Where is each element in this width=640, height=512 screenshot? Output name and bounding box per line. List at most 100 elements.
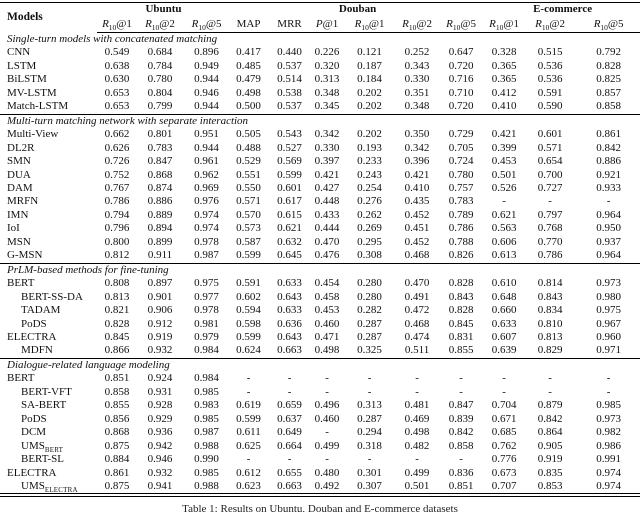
metric-value: 0.529 [236,155,261,168]
metric-value: 0.707 [491,479,517,492]
metric-value: 0.784 [147,59,173,72]
metric-value: 0.886 [596,155,621,168]
metric-value: 0.724 [448,155,474,168]
table-row: SMN 0.726 0.847 0.961 0.529 0.569 0.397 0.233 0.… [0,155,640,168]
metric-value: 0.350 [404,128,430,141]
metric-value: 0.397 [314,155,340,168]
section-header-row: Single-turn models with concatenated mat… [0,33,640,47]
metric-value: 0.243 [357,168,382,181]
metric-value: 0.435 [404,195,430,208]
metric-value: 0.810 [537,317,563,330]
metric-value: 0.343 [404,59,430,72]
metric-value: 0.845 [448,317,474,330]
metric-value: - [548,372,552,385]
metric-value: 0.729 [448,128,474,141]
metric-value: 0.976 [194,195,219,208]
metric-value: 0.637 [277,412,302,425]
table-row: Multi-View 0.662 0.801 0.951 0.505 0.543 0.342… [0,128,640,141]
metric-value: 0.611 [236,426,261,439]
metric-value: 0.499 [314,439,340,452]
metric-value: 0.630 [104,73,130,86]
model-name: BERT-VFT [21,385,72,398]
metric-value: 0.834 [537,304,563,317]
metric-value: 0.470 [314,235,340,248]
metric-value: 0.857 [596,86,621,99]
metric-value: 0.990 [194,453,219,466]
metric-value: - [606,385,611,398]
metric-value: 0.981 [194,317,219,330]
metric-value: 0.921 [596,168,621,181]
metric-value: 0.786 [104,195,130,208]
metric-value: 0.448 [314,195,340,208]
metric-value: 0.868 [147,168,173,181]
metric-value: 0.514 [277,73,302,86]
model-name: PoDS [21,317,47,330]
model-name: PoDS [21,412,47,425]
metric-value: 0.654 [537,155,563,168]
metric-value: 0.410 [404,181,430,194]
model-name: BERT [7,277,35,290]
metric-value: 0.866 [104,344,130,357]
metric-value: 0.911 [147,249,173,262]
metric-value: 0.928 [147,399,173,412]
model-name: MRFN [7,195,39,208]
model-name: LSTM [7,59,37,72]
metric-value: 0.187 [357,59,382,72]
metric-value: 0.469 [404,412,430,425]
metric-value: 0.330 [404,73,430,86]
metric-value: 0.500 [236,100,261,113]
table-row: DAM 0.767 0.874 0.969 0.550 0.601 0.427 0.254 0.… [0,182,640,195]
column-header-mrr: MRR [267,16,313,33]
metric-value: 0.488 [236,141,261,154]
model-name: DAM [7,181,33,194]
model-name: BERT-SS-DA [21,290,83,303]
metric-value: 0.792 [596,46,621,59]
metric-value: 0.280 [357,290,382,303]
column-header-r102: R10@2 [523,16,578,33]
metric-value: 0.536 [537,59,563,72]
metric-value: 0.842 [537,412,563,425]
table-row: G-MSN 0.812 0.911 0.987 0.599 0.645 0.476 0.308… [0,249,640,263]
metric-value: 0.886 [147,195,173,208]
results-table: Models Ubuntu Douban E-commerce R10@1 R10… [0,2,640,495]
metric-value: 0.986 [596,439,621,452]
model-name: BERT-SL [21,453,64,466]
metric-value: 0.836 [448,466,474,479]
metric-value: 0.643 [277,290,302,303]
table-row: IMN 0.794 0.889 0.974 0.570 0.615 0.433 0.262 0.… [0,209,640,222]
metric-value: 0.345 [314,100,340,113]
metric-value: 0.648 [491,290,517,303]
metric-value: 0.786 [448,222,474,235]
metric-value: 0.801 [147,128,173,141]
metric-value: 0.835 [537,466,563,479]
metric-value: 0.184 [357,73,382,86]
metric-value: 0.453 [314,304,340,317]
metric-value: 0.655 [277,466,302,479]
metric-value: 0.287 [357,330,382,343]
metric-value: 0.975 [194,277,219,290]
metric-value: 0.780 [448,168,474,181]
metric-value: 0.653 [104,86,130,99]
metric-value: 0.472 [404,304,430,317]
metric-value: 0.607 [491,330,517,343]
column-header-r102: R10@2 [397,16,438,33]
model-name: MV-LSTM [7,86,57,99]
section-header-row: Dialogue-related language modeling [0,357,640,373]
metric-value: 0.950 [596,222,621,235]
metric-value: 0.365 [491,59,517,72]
metric-value: 0.601 [537,128,563,141]
table-row: TADAM 0.821 0.906 0.978 0.594 0.633 0.453 0.282… [0,304,640,317]
metric-value: 0.705 [448,141,474,154]
metric-value: 0.626 [104,141,130,154]
metric-value: 0.453 [491,155,517,168]
metric-value: 0.861 [104,466,130,479]
metric-value: 0.313 [314,73,340,86]
metric-value: 0.328 [491,46,517,59]
metric-value: 0.421 [404,168,430,181]
metric-value: 0.789 [448,208,474,221]
metric-value: 0.621 [277,222,302,235]
metric-value: 0.287 [357,317,382,330]
metric-value: 0.813 [104,290,130,303]
table-row: BERT-SL 0.884 0.946 0.990 - - - - - - 0.776 0.919 0.… [0,453,640,466]
metric-value: 0.946 [194,86,219,99]
